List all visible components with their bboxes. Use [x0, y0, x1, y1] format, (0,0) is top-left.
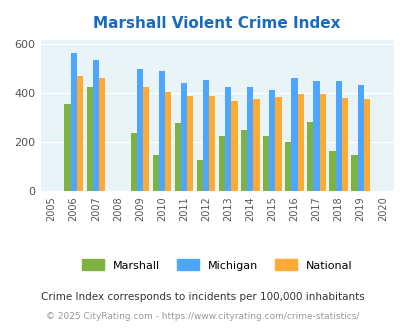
Bar — [86, 86, 92, 191]
Text: © 2025 CityRating.com - https://www.cityrating.com/crime-statistics/: © 2025 CityRating.com - https://www.city… — [46, 312, 359, 321]
Text: Crime Index corresponds to incidents per 100,000 inhabitants: Crime Index corresponds to incidents per… — [41, 292, 364, 302]
Bar — [187, 96, 193, 191]
Bar — [275, 97, 281, 191]
Bar — [341, 98, 347, 191]
Bar — [158, 71, 165, 191]
Bar — [130, 133, 136, 191]
Bar — [253, 99, 259, 191]
Bar — [307, 122, 313, 191]
Bar — [77, 76, 83, 191]
Bar — [241, 130, 247, 191]
Bar — [262, 136, 269, 191]
Bar — [202, 80, 209, 191]
Bar — [99, 78, 105, 191]
Bar — [351, 155, 357, 191]
Bar — [64, 105, 70, 191]
Bar — [231, 101, 237, 191]
Bar — [313, 81, 319, 191]
Bar — [335, 81, 341, 191]
Bar — [297, 94, 303, 191]
Bar — [70, 52, 77, 191]
Bar — [291, 78, 297, 191]
Bar — [363, 99, 369, 191]
Bar — [209, 96, 215, 191]
Bar — [247, 86, 253, 191]
Bar — [284, 142, 291, 191]
Bar — [357, 85, 363, 191]
Bar — [136, 69, 143, 191]
Bar — [225, 86, 231, 191]
Bar — [269, 90, 275, 191]
Bar — [165, 92, 171, 191]
Bar — [319, 94, 325, 191]
Legend: Marshall, Michigan, National: Marshall, Michigan, National — [77, 255, 356, 275]
Title: Marshall Violent Crime Index: Marshall Violent Crime Index — [93, 16, 340, 31]
Bar — [218, 136, 225, 191]
Bar — [152, 155, 158, 191]
Bar — [175, 123, 181, 191]
Bar — [328, 151, 335, 191]
Bar — [143, 86, 149, 191]
Bar — [92, 60, 99, 191]
Bar — [181, 83, 187, 191]
Bar — [196, 160, 202, 191]
